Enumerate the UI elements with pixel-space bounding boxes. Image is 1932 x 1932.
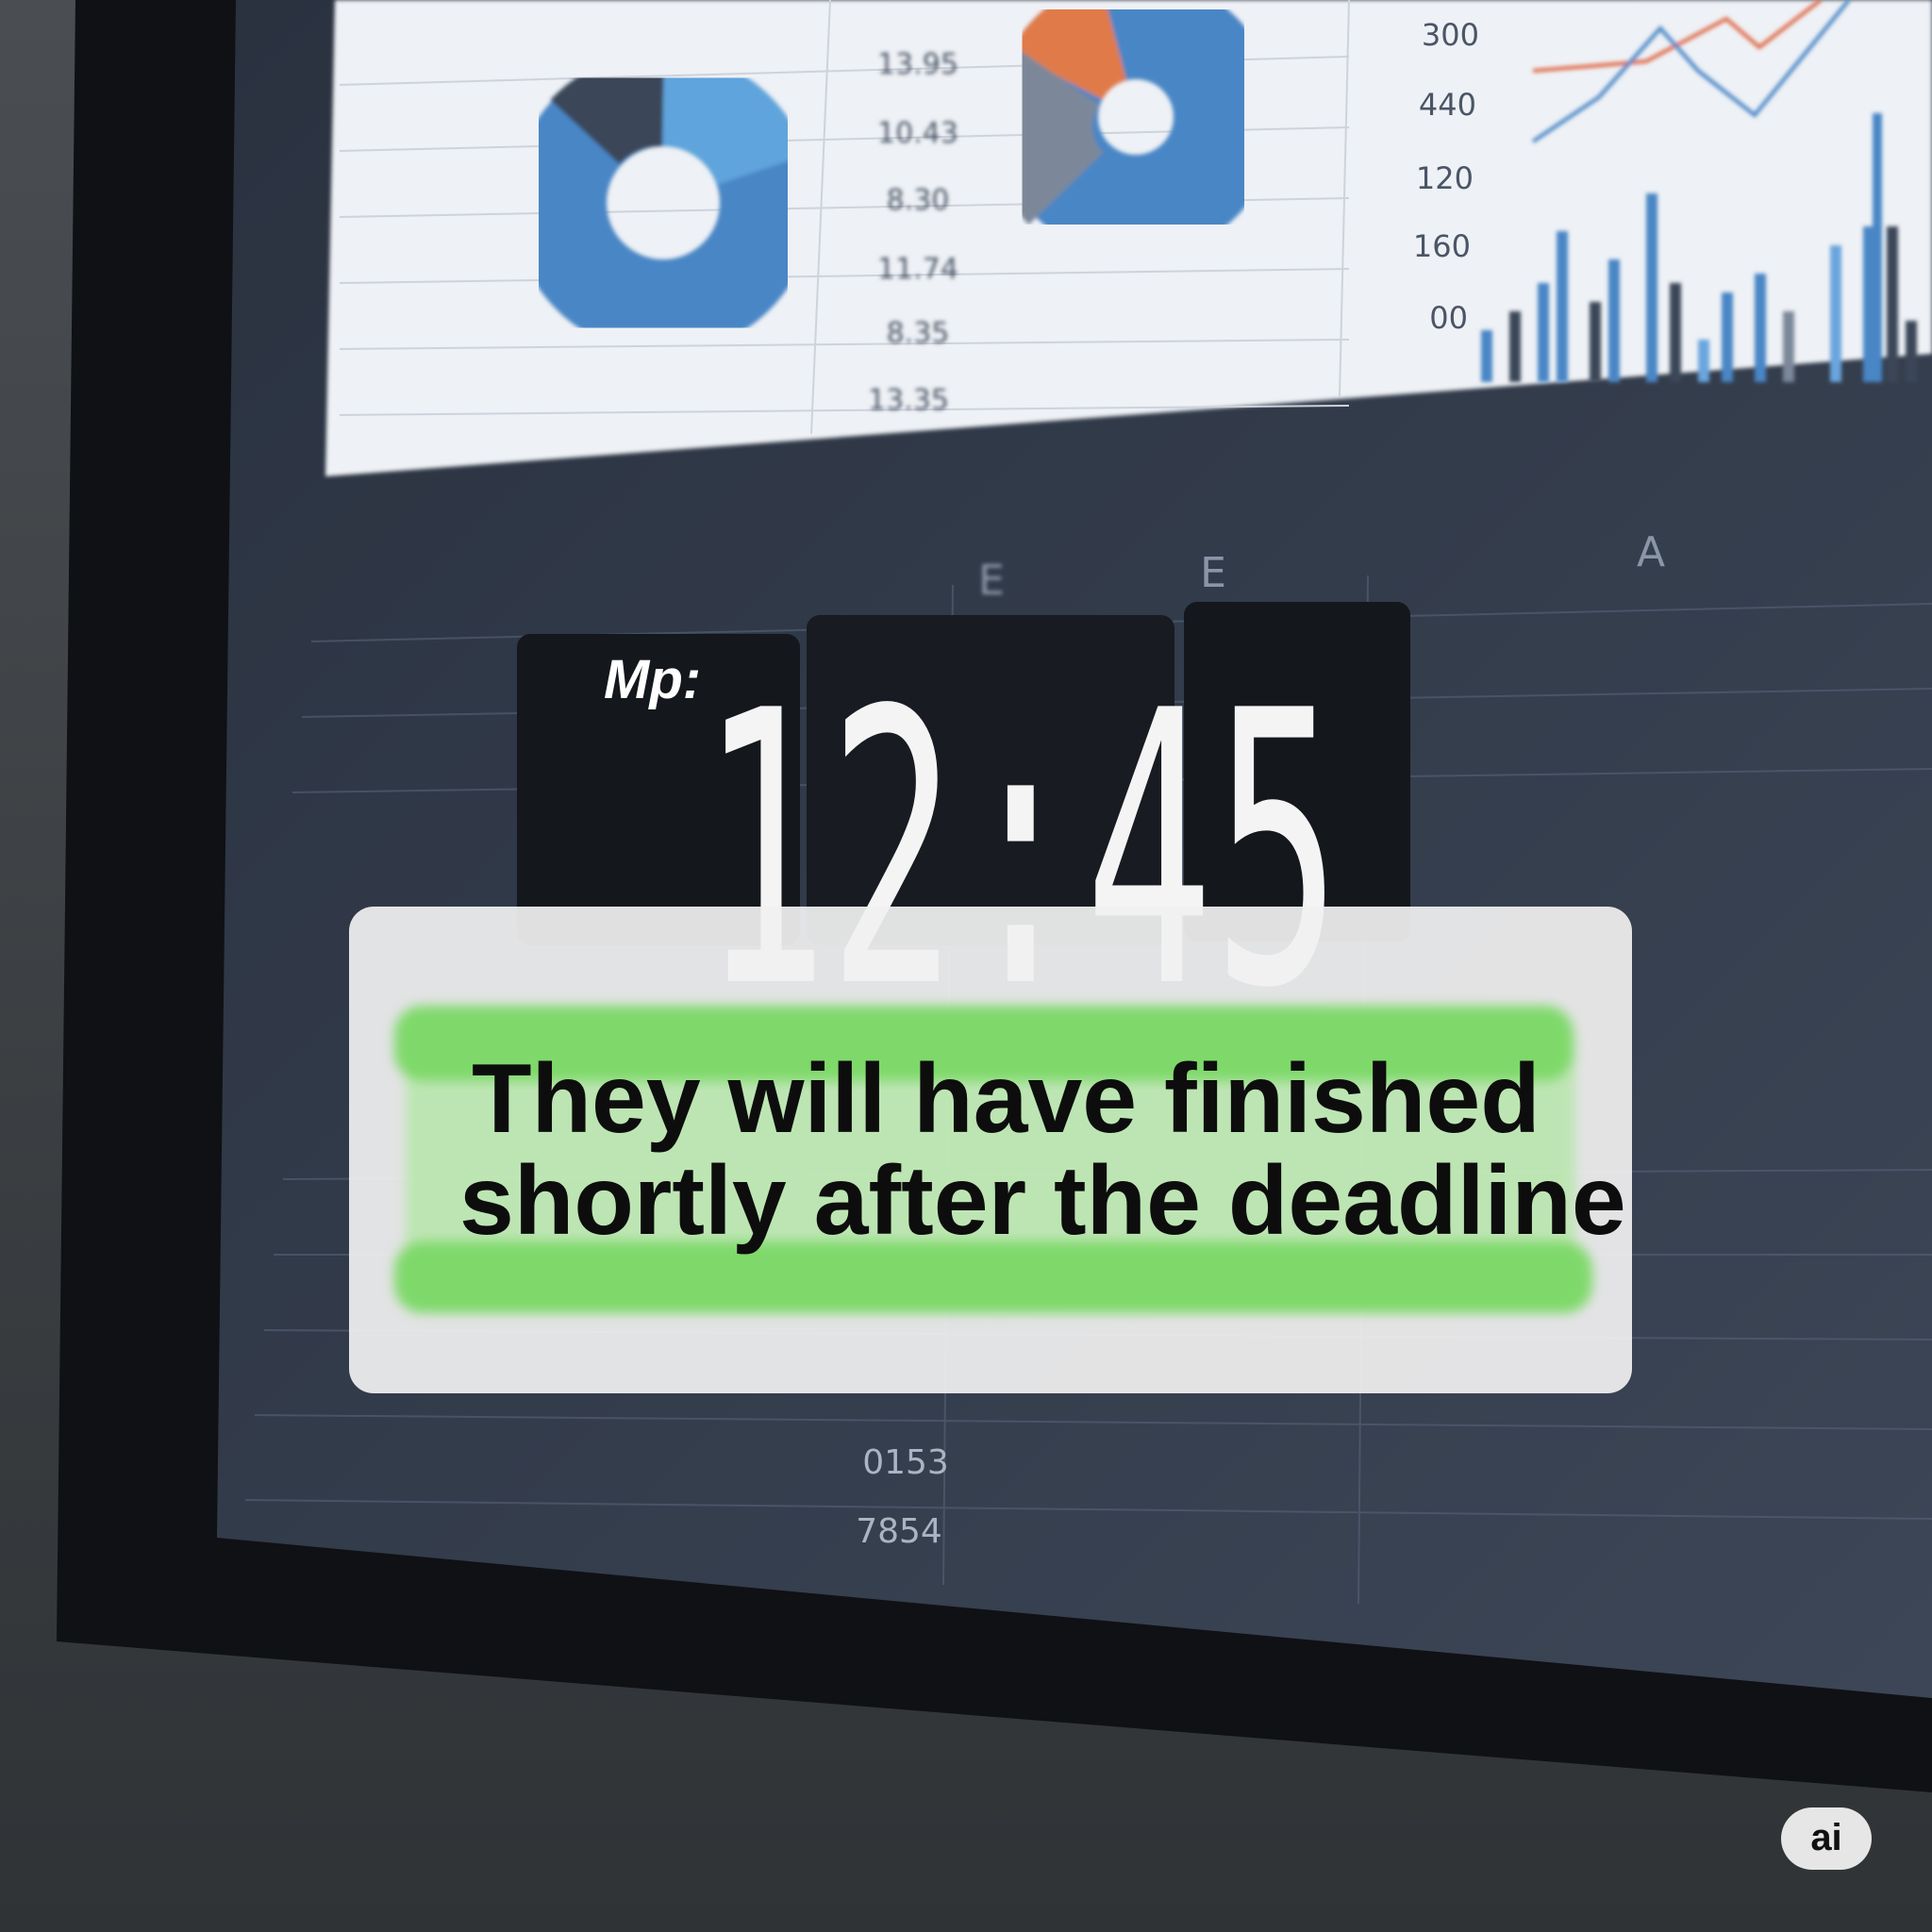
table-value: 11.74 [877,253,958,286]
axis-label: 00 [1429,300,1468,336]
table-value: 13.95 [877,48,958,81]
column-header: A [1637,528,1665,576]
axis-label: 440 [1419,87,1476,123]
caption-line: They will have finished [472,1044,1541,1154]
axis-label: 120 [1416,160,1474,196]
lower-values: 0153 7854 [856,1443,949,1551]
axis-label: 160 [1413,228,1471,264]
table-value: 10.43 [877,117,958,150]
dashboard-grid [339,0,1350,435]
bar-chart [1481,113,1917,382]
clock-panel [517,602,1410,945]
axis-label: 300 [1422,17,1479,53]
clock-label: Mp: [604,649,701,710]
highlighter [394,1006,1592,1313]
table-value: 13.35 [868,384,949,417]
caption-line: shortly after the deadline [459,1146,1626,1256]
table-values: 13.95 10.43 8.30 11.74 8.35 13.35 [868,48,958,417]
column-header: E [1200,549,1226,597]
lower-value: 0153 [862,1443,949,1482]
line-chart [1531,0,1851,143]
lower-value: 7854 [856,1512,942,1551]
column-header: E [978,557,1005,605]
pie-2 [989,0,1277,258]
badge [1781,1807,1872,1870]
table-value: 8.35 [887,317,950,350]
axis-labels: 300 440 120 160 00 [1413,17,1479,336]
column-headers: E E A [978,528,1665,605]
badge-text: ai [1810,1817,1841,1858]
table-value: 8.30 [887,184,950,217]
pie-1 [512,52,814,354]
